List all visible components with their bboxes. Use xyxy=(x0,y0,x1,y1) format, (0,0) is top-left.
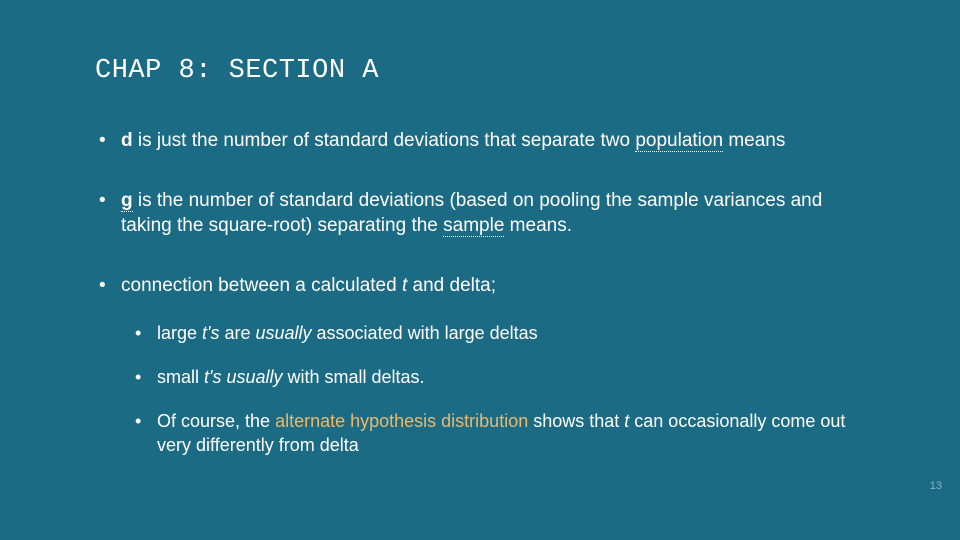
bullet-3: connection between a calculated t and de… xyxy=(95,273,870,458)
sub-2-ts: t's xyxy=(204,367,221,387)
sub-2-text-1: small xyxy=(157,367,204,387)
sub-1-text-3: associated with large deltas xyxy=(312,323,538,343)
sub-1-ts: t's xyxy=(202,323,219,343)
sub-3-text-2: shows that xyxy=(528,411,624,431)
bullet-1-d: d xyxy=(121,130,133,151)
sub-2-usually: usually xyxy=(226,367,282,387)
sub-2-text-2: with small deltas. xyxy=(283,367,425,387)
sub-3-text-1: Of course, the xyxy=(157,411,275,431)
bullet-1-population: population xyxy=(635,130,723,152)
bullet-3-text-1: connection between a calculated xyxy=(121,275,402,296)
bullet-2-text-2: means. xyxy=(504,215,572,236)
page-number: 13 xyxy=(930,480,942,492)
sub-bullet-2: small t's usually with small deltas. xyxy=(131,365,870,389)
bullet-2-g: g xyxy=(121,190,133,212)
sub-bullet-1: large t's are usually associated with la… xyxy=(131,321,870,345)
bullet-3-text-2: and delta; xyxy=(407,275,496,296)
slide-title: CHAP 8: SECTION A xyxy=(95,56,870,86)
sub-3-alt: alternate hypothesis distribution xyxy=(275,411,528,431)
sub-bullet-3: Of course, the alternate hypothesis dist… xyxy=(131,409,870,458)
bullet-1: d is just the number of standard deviati… xyxy=(95,128,870,154)
sub-1-text-1: large xyxy=(157,323,202,343)
bullet-2: g is the number of standard deviations (… xyxy=(95,188,870,239)
sub-bullet-list: large t's are usually associated with la… xyxy=(121,321,870,458)
slide: CHAP 8: SECTION A d is just the number o… xyxy=(0,0,960,540)
bullet-1-text-2: means xyxy=(723,130,785,151)
sub-1-text-2: are xyxy=(219,323,255,343)
bullet-list: d is just the number of standard deviati… xyxy=(95,128,870,458)
bullet-1-text-1: is just the number of standard deviation… xyxy=(133,130,636,151)
sub-1-usually: usually xyxy=(256,323,312,343)
bullet-2-sample: sample xyxy=(443,215,504,237)
